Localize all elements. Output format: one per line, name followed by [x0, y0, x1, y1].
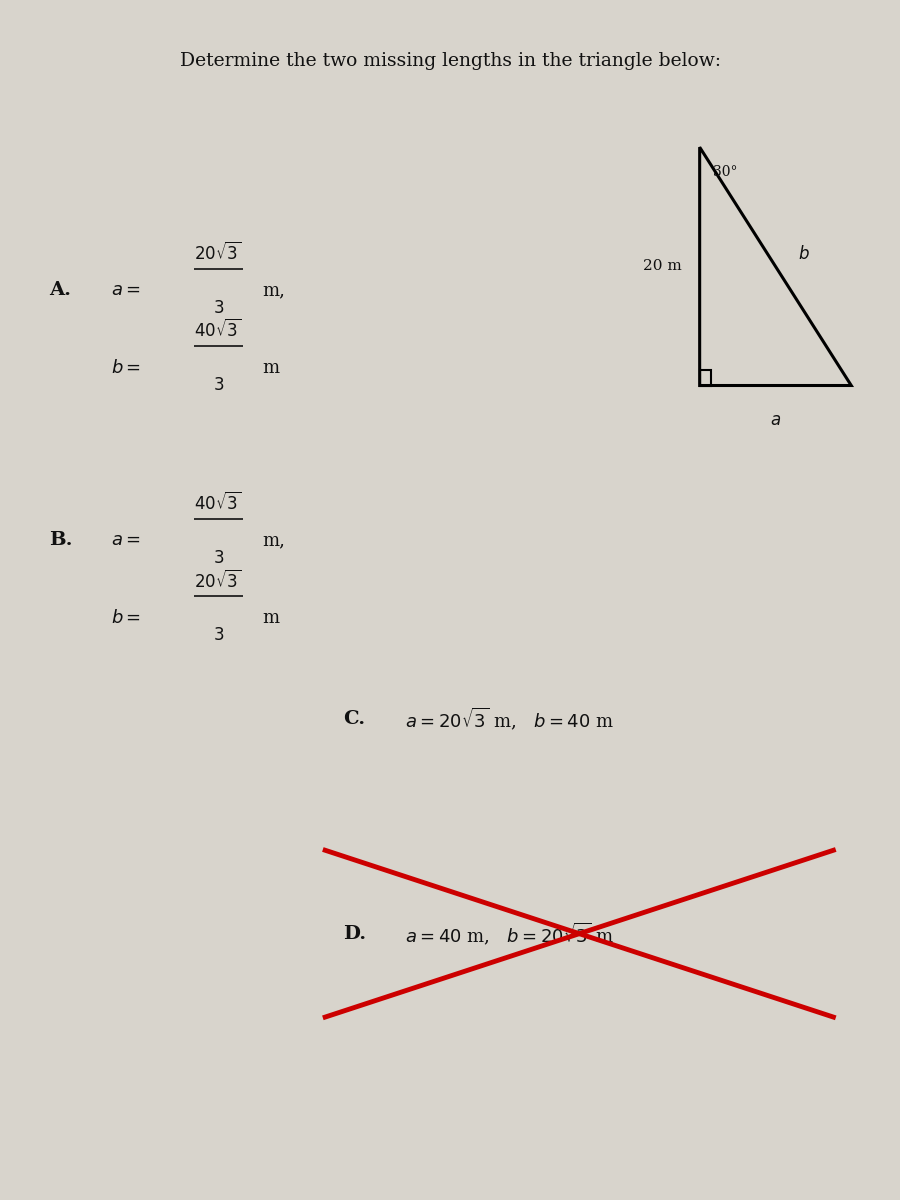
Text: $a$: $a$ [770, 412, 781, 428]
Text: $3$: $3$ [212, 377, 224, 394]
Text: D.: D. [343, 925, 366, 943]
Text: Determine the two missing lengths in the triangle below:: Determine the two missing lengths in the… [179, 52, 721, 70]
Text: $3$: $3$ [212, 550, 224, 566]
Text: $20\sqrt{3}$: $20\sqrt{3}$ [194, 570, 242, 592]
Text: A.: A. [49, 281, 71, 299]
Text: $a = 20\sqrt{3}$ m,   $b = 40$ m: $a = 20\sqrt{3}$ m, $b = 40$ m [405, 706, 615, 732]
Text: 20 m: 20 m [644, 259, 682, 274]
Text: $3$: $3$ [212, 300, 224, 317]
Text: $b$: $b$ [797, 246, 809, 264]
Text: $a = $: $a = $ [112, 281, 140, 299]
Text: m,: m, [263, 281, 285, 299]
Text: m,: m, [263, 532, 285, 550]
Text: B.: B. [49, 532, 72, 550]
Text: 30°: 30° [713, 166, 737, 179]
Text: $b = $: $b = $ [112, 608, 141, 626]
Text: $a = 40$ m,   $b = 20\sqrt{3}$ m: $a = 40$ m, $b = 20\sqrt{3}$ m [405, 920, 615, 947]
Text: $a = $: $a = $ [112, 532, 140, 550]
Text: $40\sqrt{3}$: $40\sqrt{3}$ [194, 492, 242, 514]
Text: $40\sqrt{3}$: $40\sqrt{3}$ [194, 319, 242, 342]
Text: $3$: $3$ [212, 628, 224, 644]
Text: C.: C. [343, 710, 365, 728]
Text: m: m [263, 608, 280, 626]
Text: $b = $: $b = $ [112, 359, 141, 377]
Text: m: m [263, 359, 280, 377]
Text: $20\sqrt{3}$: $20\sqrt{3}$ [194, 242, 242, 264]
